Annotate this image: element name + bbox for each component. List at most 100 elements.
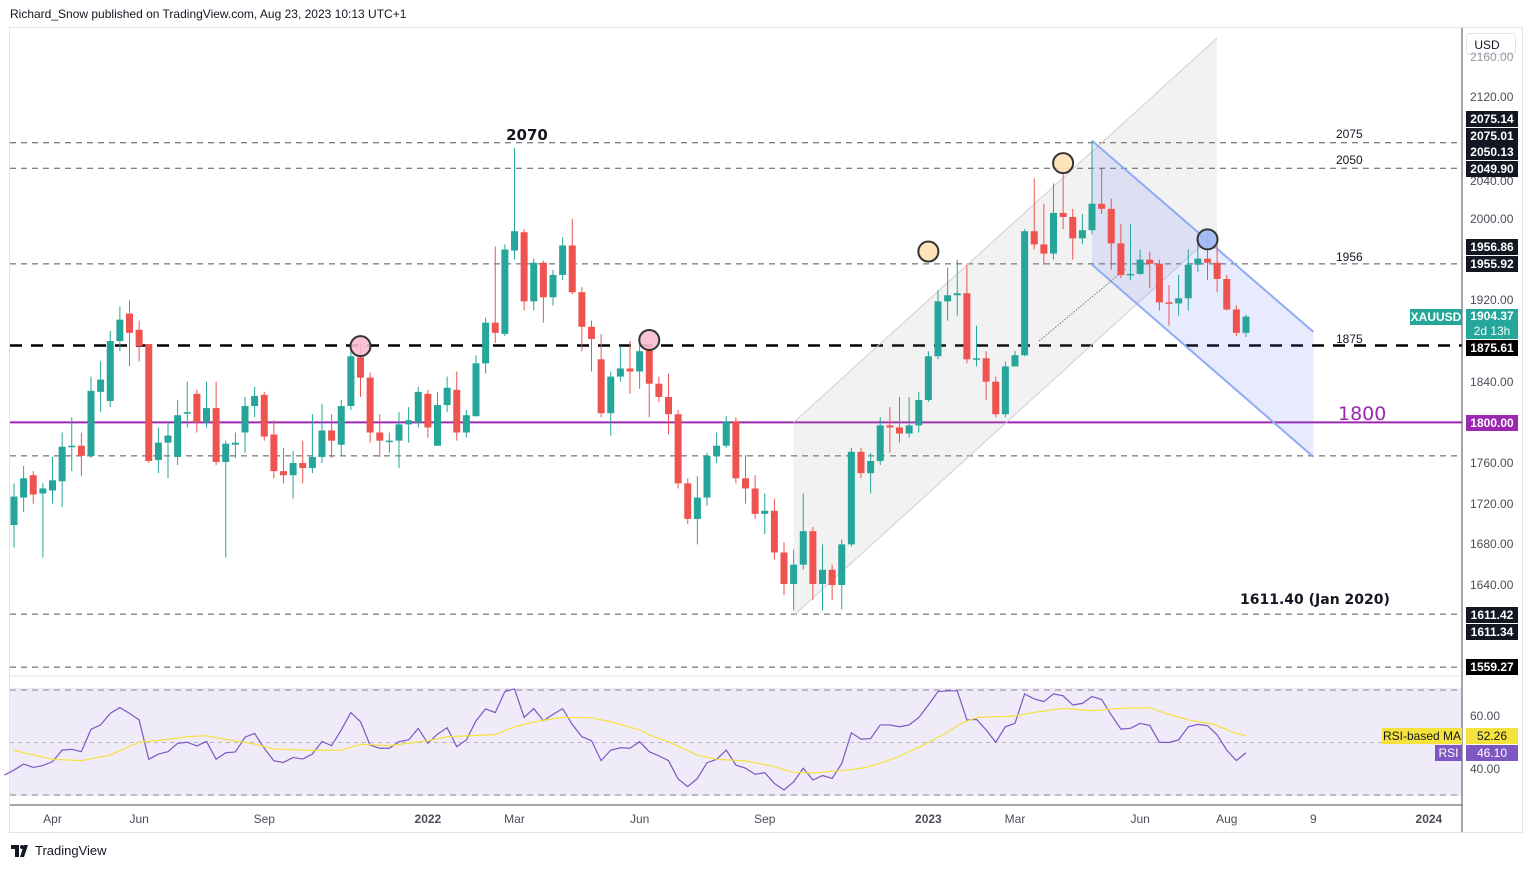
candle-up — [1050, 212, 1057, 254]
candle-up — [414, 391, 422, 423]
candle-down — [828, 569, 836, 586]
price-badge: 1955.92 — [1466, 256, 1518, 272]
rsi-line — [4, 688, 1247, 791]
candles — [10, 140, 1250, 611]
candle-down — [1040, 244, 1048, 254]
candle-up — [395, 424, 403, 441]
candle-up — [915, 399, 923, 426]
candle-up — [703, 455, 711, 498]
symbol-badge: XAUUSD — [1410, 309, 1462, 325]
candle-down — [597, 359, 605, 414]
candle-down — [665, 396, 672, 415]
rsi-tick: 60.00 — [1470, 709, 1501, 723]
bar-countdown: 2d 13h — [1473, 324, 1511, 338]
candle-up — [289, 463, 297, 476]
candle-down — [135, 329, 143, 347]
candle-up — [636, 351, 644, 372]
candle-down — [1098, 203, 1106, 209]
candle-up — [799, 531, 807, 565]
candle-up — [231, 442, 239, 445]
candle-down — [645, 348, 653, 384]
candle-up — [1127, 273, 1134, 276]
candle-down — [578, 292, 586, 327]
drawings — [793, 37, 1315, 616]
candle-down — [29, 475, 37, 495]
candle-up — [241, 406, 249, 433]
candle-down — [751, 488, 759, 514]
price-badge: 2049.90 — [1466, 161, 1518, 177]
logo-text: TradingView — [35, 843, 107, 858]
rsi-ma-value: 52.26 — [1466, 728, 1518, 744]
rsi-pane — [4, 688, 1247, 791]
price-tick: 1840.00 — [1470, 375, 1514, 389]
price-tick: 1920.00 — [1470, 293, 1514, 307]
candle-down — [626, 368, 634, 372]
candle-down — [886, 425, 894, 428]
candle-down — [376, 432, 384, 441]
descending-channel-lower — [1091, 264, 1315, 458]
candle-down — [212, 408, 220, 462]
candle-down — [145, 344, 153, 461]
candle-up — [1242, 316, 1250, 333]
candle-up — [116, 319, 124, 342]
candle-down — [992, 381, 1000, 415]
time-tick: Apr — [43, 812, 62, 826]
candle-down — [357, 357, 364, 378]
candle-up — [790, 564, 798, 584]
candle-up — [68, 445, 76, 448]
tradingview-logo[interactable]: TradingView — [11, 843, 107, 858]
candle-down — [77, 445, 85, 456]
highlight-circle-marker — [917, 240, 940, 263]
candle-down — [328, 430, 336, 441]
candle-up — [385, 440, 393, 443]
candle-up — [838, 544, 846, 586]
candle-up — [924, 356, 932, 400]
highlight-circle-marker — [638, 328, 661, 351]
candle-up — [867, 460, 875, 474]
candle-up — [501, 249, 509, 334]
candle-down — [126, 313, 133, 333]
candle-up — [174, 415, 182, 457]
currency-button[interactable]: USD — [1466, 33, 1516, 55]
highlight-circle-marker — [1052, 152, 1075, 175]
price-tick: 2120.00 — [1470, 90, 1514, 104]
candle-up — [761, 510, 769, 514]
price-badge: 1611.34 — [1466, 624, 1518, 640]
candle-up — [482, 322, 490, 364]
candle-up — [1001, 366, 1009, 415]
candle-up — [10, 496, 18, 526]
candle-up — [251, 395, 259, 407]
ascending-channel-lower — [793, 230, 1218, 616]
candle-up — [462, 415, 470, 433]
candle-down — [684, 483, 692, 519]
candle-up — [1136, 259, 1144, 274]
candle-down — [1117, 243, 1125, 275]
candle-up — [713, 445, 721, 456]
candle-down — [1155, 263, 1163, 303]
candle-down — [424, 393, 432, 428]
candle-down — [857, 451, 865, 474]
price-badge-1800: 1800.00 — [1466, 415, 1518, 431]
candle-up — [222, 443, 230, 462]
price-badge: 2050.13 — [1466, 144, 1518, 160]
candle-up — [934, 301, 942, 357]
price-tick: 1680.00 — [1470, 537, 1514, 551]
candle-down — [280, 471, 287, 476]
candle-up — [876, 425, 884, 461]
rsi-value: 46.10 — [1466, 745, 1518, 761]
time-tick: Aug — [1216, 812, 1238, 826]
candle-down — [588, 326, 595, 339]
candle-down — [299, 463, 307, 469]
candle-down — [270, 434, 278, 472]
candle-down — [1107, 208, 1115, 244]
candle-up — [49, 480, 56, 491]
candle-down — [260, 394, 268, 437]
time-tick: Jun — [1130, 812, 1150, 826]
candle-up — [953, 293, 961, 296]
candle-up — [434, 405, 441, 446]
rsi-ma-line — [13, 706, 1247, 774]
price-tick: 1640.00 — [1470, 578, 1514, 592]
candle-down — [896, 427, 903, 434]
highlight-circle-marker — [349, 335, 372, 358]
